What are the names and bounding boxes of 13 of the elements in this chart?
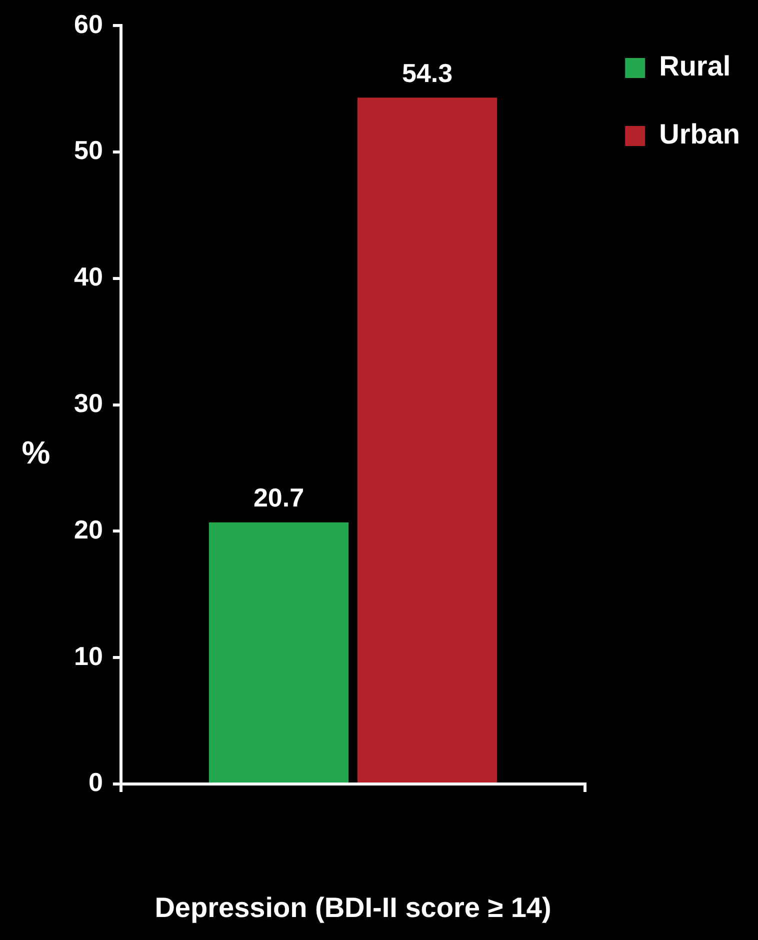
legend-label: Urban — [659, 118, 740, 150]
y-axis-title: % — [22, 434, 50, 471]
x-axis-title: Depression (BDI-II score ≥ 14) — [154, 892, 552, 923]
y-tick-label: 10 — [74, 640, 103, 671]
data-label: 54.3 — [402, 58, 453, 88]
data-label: 20.7 — [253, 482, 304, 513]
y-tick-label: 30 — [74, 388, 103, 418]
y-tick-label: 0 — [88, 767, 103, 798]
legend-label: Rural — [659, 50, 731, 82]
y-tick-label: 60 — [74, 8, 103, 39]
y-tick-label: 20 — [74, 514, 103, 544]
y-tick-label: 40 — [74, 262, 103, 292]
y-tick-label: 50 — [74, 135, 103, 166]
